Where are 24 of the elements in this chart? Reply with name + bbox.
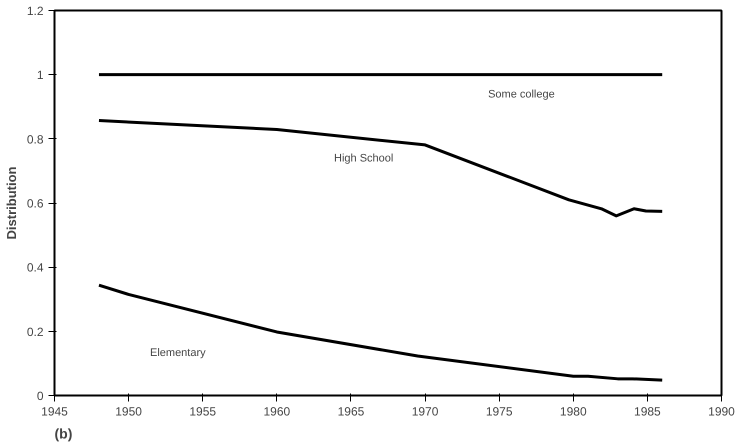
- text: (b): [54, 426, 72, 442]
- series-label: High School: [334, 152, 394, 165]
- y-tick-label: 0.8: [26, 132, 44, 146]
- x-tick-label: 1955: [189, 404, 216, 418]
- line-series: [97, 119, 664, 218]
- text: Elementary: [150, 346, 206, 359]
- y-tick-label: 0.4: [26, 260, 44, 275]
- x-tick-label: 1975: [486, 404, 513, 418]
- x-tick-label: 1990: [708, 404, 736, 418]
- y-tick-label: 0.6: [26, 196, 44, 210]
- y-tick-label: 0.2: [26, 324, 44, 339]
- y-axis-title: Distribution: [4, 166, 19, 240]
- x-tick-label: 1970: [412, 404, 439, 418]
- series-label: Some college: [488, 88, 555, 101]
- x-tick-label: 1960: [263, 404, 291, 418]
- y-tick-label: 1: [36, 68, 44, 82]
- y-tick-label: 0: [36, 389, 44, 403]
- x-tick-label: 1950: [115, 404, 142, 418]
- x-tick-label: 1985: [634, 404, 662, 418]
- x-tick-label: 1945: [41, 404, 68, 418]
- x-tick-label: 1965: [338, 404, 365, 418]
- line-series: [97, 284, 664, 382]
- x-tick-label: 1980: [560, 404, 587, 418]
- y-tick-label: 1.2: [26, 4, 44, 18]
